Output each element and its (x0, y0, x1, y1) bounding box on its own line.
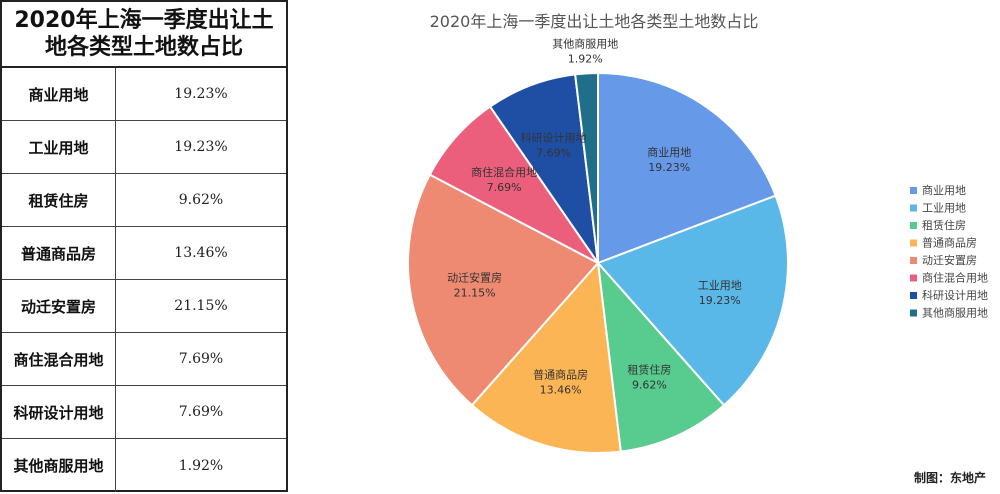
table-cell-category: 其他商服用地 (2, 439, 116, 492)
table-cell-percentage: 1.92% (178, 457, 224, 474)
chart-title: 2020年上海一季度出让土地各类型土地数占比 (430, 12, 759, 31)
table-title: 2020年上海一季度出让土 地各类型土地数占比 (2, 2, 286, 68)
table-cell-category: 工业用地 (2, 121, 116, 173)
slice-label-value: 7.69% (487, 181, 522, 194)
table-cell-category: 科研设计用地 (2, 386, 116, 438)
table-title-line2: 地各类型土地数占比 (44, 35, 243, 60)
slice-label-name: 动迁安置房 (447, 271, 502, 285)
table-row: 工业用地 19.23% (2, 121, 286, 174)
slice-label-name: 租赁住房 (627, 362, 671, 376)
legend-entry: 工业用地 (922, 202, 966, 215)
legend-entry: 其他商服用地 (922, 306, 988, 320)
table-row: 动迁安置房 21.15% (2, 280, 286, 333)
pie-slice (574, 71, 599, 264)
legend-swatch (910, 309, 917, 317)
slice-label-value: 21.15% (454, 287, 496, 300)
table-cell-category: 动迁安置房 (2, 280, 116, 332)
table-row: 商业用地 19.23% (2, 68, 286, 121)
legend-swatch (910, 187, 917, 194)
table-row: 科研设计用地 7.69% (2, 386, 286, 439)
legend-entry: 动迁安置房 (922, 253, 977, 267)
pie-slice (596, 259, 726, 453)
table-cell-category: 普通商品房 (2, 227, 116, 279)
slice-label-name: 工业用地 (698, 279, 742, 292)
legend-entry: 租赁住房 (922, 218, 966, 232)
slice-label-name: 科研设计用地 (521, 131, 587, 145)
table-body: 商业用地 19.23% 工业用地 19.23% 租赁住房 9.62% 普通商品房 13.46%… (2, 68, 286, 492)
credit-text: 制图：东地产 (913, 471, 986, 485)
slice-label-value: 13.46% (540, 384, 582, 397)
slice-label-value: 9.62% (632, 378, 667, 391)
table-cell-percentage: 7.69% (178, 351, 224, 367)
table-row: 普通商品房 13.46% (2, 227, 286, 280)
slice-label-value: 19.23% (648, 161, 690, 174)
legend-swatch (910, 239, 917, 247)
table-title-line1: 2020年上海一季度出让土 (14, 8, 274, 33)
pie-slice (470, 260, 622, 454)
legend-swatch (910, 274, 917, 282)
legend-entry: 普通商品房 (922, 236, 977, 250)
pie-labels: 商业用地 19.23% 工业用地 19.23% 租赁住房 9.62% 普通商品房 13.46%… (447, 36, 742, 396)
slice-label-name: 其他商服用地 (552, 36, 618, 50)
table-cell-percentage: 21.15% (174, 298, 228, 314)
slice-label-value: 19.23% (699, 294, 741, 307)
pie-slice (596, 194, 789, 407)
table-cell-category: 商业用地 (2, 68, 116, 120)
legend-swatch (910, 257, 917, 264)
legend-entry: 科研设计用地 (922, 288, 988, 302)
pie-slice (407, 173, 600, 407)
table-cell-percentage: 9.62% (178, 192, 224, 208)
legend-entry: 商住混合用地 (922, 271, 988, 285)
table-cell-category: 商住混合用地 (2, 333, 116, 385)
legend-swatch (910, 204, 917, 212)
slice-label-name: 商业用地 (647, 145, 691, 159)
slice-label-value: 7.69% (536, 147, 571, 160)
pie-slice (597, 71, 777, 265)
table-cell-percentage: 7.69% (178, 404, 224, 420)
slice-label-name: 商住混合用地 (471, 165, 537, 179)
table-row: 其他商服用地 1.92% (2, 439, 286, 492)
legend-swatch (910, 222, 917, 229)
slice-label-name: 普通商品房 (533, 368, 588, 382)
table-cell-percentage: 19.23% (174, 139, 228, 155)
pie-chart-panel: 2020年上海一季度出让土地各类型土地数占比 商业用地 19.23% 工业用地 19.… (290, 0, 1000, 494)
table-row: 租赁住房 9.62% (2, 174, 286, 227)
table-row: 商住混合用地 7.69% (2, 333, 286, 386)
slice-label-value: 1.92% (568, 52, 603, 65)
table-cell-category: 租赁住房 (2, 174, 116, 226)
table-cell-percentage: 13.46% (174, 245, 228, 261)
legend-swatch (910, 292, 917, 299)
data-table: 2020年上海一季度出让土 地各类型土地数占比 商业用地 19.23% 工业用地 19… (0, 0, 288, 492)
pie-chart: 2020年上海一季度出让土地各类型土地数占比 商业用地 19.23% 工业用地 19.… (407, 12, 988, 454)
pie-slices (407, 71, 789, 454)
table-cell-percentage: 19.23% (174, 86, 228, 102)
legend-entry: 商业用地 (922, 183, 966, 197)
